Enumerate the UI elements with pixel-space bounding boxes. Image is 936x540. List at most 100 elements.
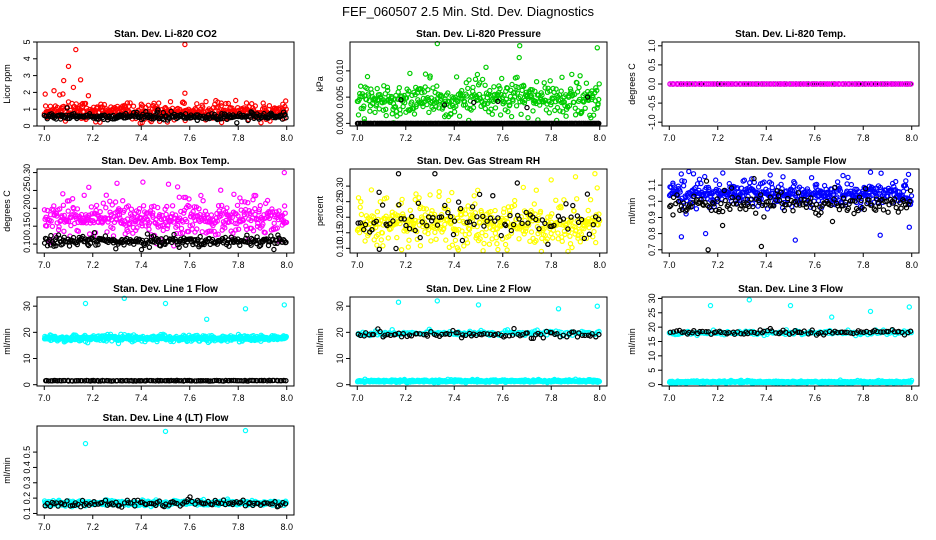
data-point: [374, 208, 381, 215]
data-point: [470, 84, 476, 91]
data-point: [188, 378, 195, 384]
data-point: [461, 243, 467, 249]
data-point: [121, 295, 128, 301]
data-point: [886, 81, 892, 87]
data-point: [749, 81, 756, 87]
chart-panel-temp: Stan. Dev. Li-820 Temp.degrees C7.0 7.2 7.…: [627, 29, 920, 143]
data-point: [363, 96, 370, 103]
data-point: [509, 332, 516, 338]
data-point: [522, 217, 528, 224]
data-point: [194, 101, 200, 107]
data-point: [359, 93, 365, 100]
data-point: [86, 184, 92, 190]
data-point: [283, 114, 289, 121]
data-point: [275, 378, 281, 384]
panel-title: Stan. Dev. Gas Stream RH: [417, 156, 540, 167]
data-point: [114, 180, 120, 186]
data-point: [495, 98, 501, 105]
data-point: [895, 209, 902, 215]
data-point: [256, 209, 262, 215]
data-point: [242, 199, 248, 205]
data-point: [748, 196, 755, 202]
data-point: [508, 230, 515, 236]
figure-title: FEF_060507 2.5 Min. Std. Dev. Diagnostic…: [342, 4, 594, 19]
data-point: [503, 330, 510, 336]
data-point: [716, 181, 723, 188]
y-tick-label: 0.20: [22, 200, 32, 218]
data-point: [242, 306, 249, 312]
data-point: [114, 378, 120, 384]
data-point: [426, 109, 432, 116]
data-point: [678, 171, 685, 177]
data-point: [520, 228, 526, 234]
panel-title: Stan. Dev. Li-820 Pressure: [416, 29, 541, 40]
y-tick-label: 0.30: [22, 164, 32, 182]
data-point: [733, 201, 740, 207]
data-point: [178, 378, 184, 384]
data-point: [142, 240, 149, 246]
data-point: [380, 243, 386, 249]
x-tick-label: 7.0: [663, 260, 676, 270]
data-point: [411, 111, 418, 117]
data-point: [499, 75, 505, 82]
data-point: [179, 99, 186, 106]
data-point: [463, 79, 469, 86]
data-point: [488, 106, 494, 112]
data-point: [746, 81, 752, 87]
x-tick-label: 7.8: [545, 260, 558, 270]
data-point: [758, 192, 764, 198]
data-point: [100, 200, 107, 206]
data-point: [497, 112, 504, 118]
data-point: [56, 224, 62, 230]
data-point: [902, 201, 909, 208]
data-point: [178, 225, 185, 232]
data-point: [60, 191, 66, 197]
data-point: [392, 103, 399, 110]
data-point: [405, 244, 411, 250]
data-point: [379, 202, 386, 208]
plot-frame: [349, 168, 608, 254]
data-point: [690, 171, 697, 177]
data-point: [163, 211, 169, 218]
data-point: [189, 222, 196, 228]
data-point: [48, 232, 54, 239]
data-point: [876, 203, 883, 209]
data-point: [464, 240, 471, 246]
data-point: [389, 111, 395, 117]
data-point: [194, 226, 200, 232]
data-point: [464, 219, 470, 225]
data-point: [164, 203, 170, 210]
data-point: [466, 77, 472, 83]
data-point: [422, 71, 429, 77]
data-point: [533, 187, 540, 193]
data-point: [87, 240, 94, 246]
data-point: [542, 220, 548, 227]
y-tick-label: 0.000: [335, 112, 345, 135]
data-point: [200, 197, 206, 204]
data-point: [674, 81, 680, 87]
data-point: [41, 207, 48, 213]
data-point: [172, 212, 179, 218]
data-point: [472, 76, 479, 83]
data-point: [61, 77, 67, 84]
data-point: [832, 184, 838, 191]
data-point: [419, 219, 425, 225]
data-point: [250, 227, 257, 234]
data-point: [875, 200, 882, 207]
data-point: [75, 228, 82, 234]
data-point: [844, 181, 850, 187]
data-point: [283, 333, 289, 340]
data-point: [830, 191, 837, 197]
x-tick-label: 7.2: [87, 393, 100, 403]
data-point: [160, 109, 166, 116]
y-tick-label: 0.5: [647, 59, 657, 72]
data-point: [851, 81, 857, 87]
data-point: [176, 194, 182, 200]
data-point: [793, 81, 800, 87]
data-point: [381, 99, 388, 105]
data-point: [759, 202, 766, 209]
data-point: [558, 88, 564, 94]
x-tick-label: 7.6: [808, 133, 821, 143]
data-point: [495, 215, 501, 221]
data-points: [667, 81, 914, 87]
